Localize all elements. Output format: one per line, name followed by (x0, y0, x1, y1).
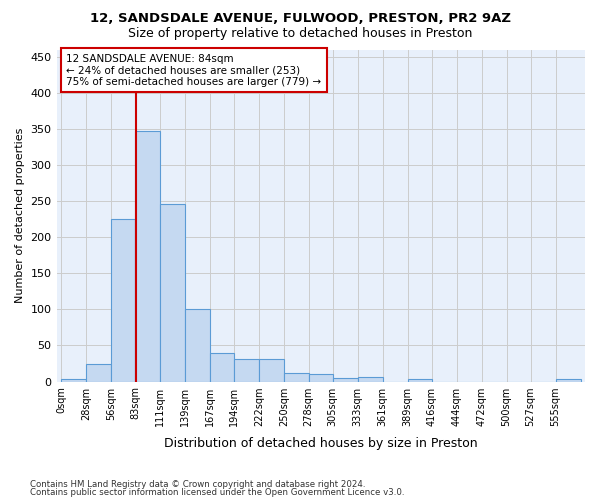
Bar (333, 378, 358, 382)
Text: 12, SANDSDALE AVENUE, FULWOOD, PRESTON, PR2 9AZ: 12, SANDSDALE AVENUE, FULWOOD, PRESTON, … (89, 12, 511, 24)
Bar (135, 130, 160, 382)
Bar (358, 377, 383, 382)
Text: 12 SANDSDALE AVENUE: 84sqm
← 24% of detached houses are smaller (253)
75% of sem: 12 SANDSDALE AVENUE: 84sqm ← 24% of deta… (67, 54, 322, 87)
Bar (160, 204, 185, 382)
Bar (185, 310, 210, 382)
Bar (111, 220, 135, 382)
Bar (234, 359, 259, 382)
Y-axis label: Number of detached properties: Number of detached properties (15, 128, 25, 304)
Text: Contains public sector information licensed under the Open Government Licence v3: Contains public sector information licen… (30, 488, 404, 497)
Bar (284, 373, 309, 382)
Bar (309, 374, 333, 382)
Bar (61, 380, 86, 382)
Bar (407, 378, 432, 382)
Text: Contains HM Land Registry data © Crown copyright and database right 2024.: Contains HM Land Registry data © Crown c… (30, 480, 365, 489)
Bar (210, 352, 234, 382)
Bar (259, 359, 284, 382)
Bar (556, 380, 581, 382)
Text: Size of property relative to detached houses in Preston: Size of property relative to detached ho… (128, 28, 472, 40)
Bar (86, 364, 111, 382)
X-axis label: Distribution of detached houses by size in Preston: Distribution of detached houses by size … (164, 437, 478, 450)
